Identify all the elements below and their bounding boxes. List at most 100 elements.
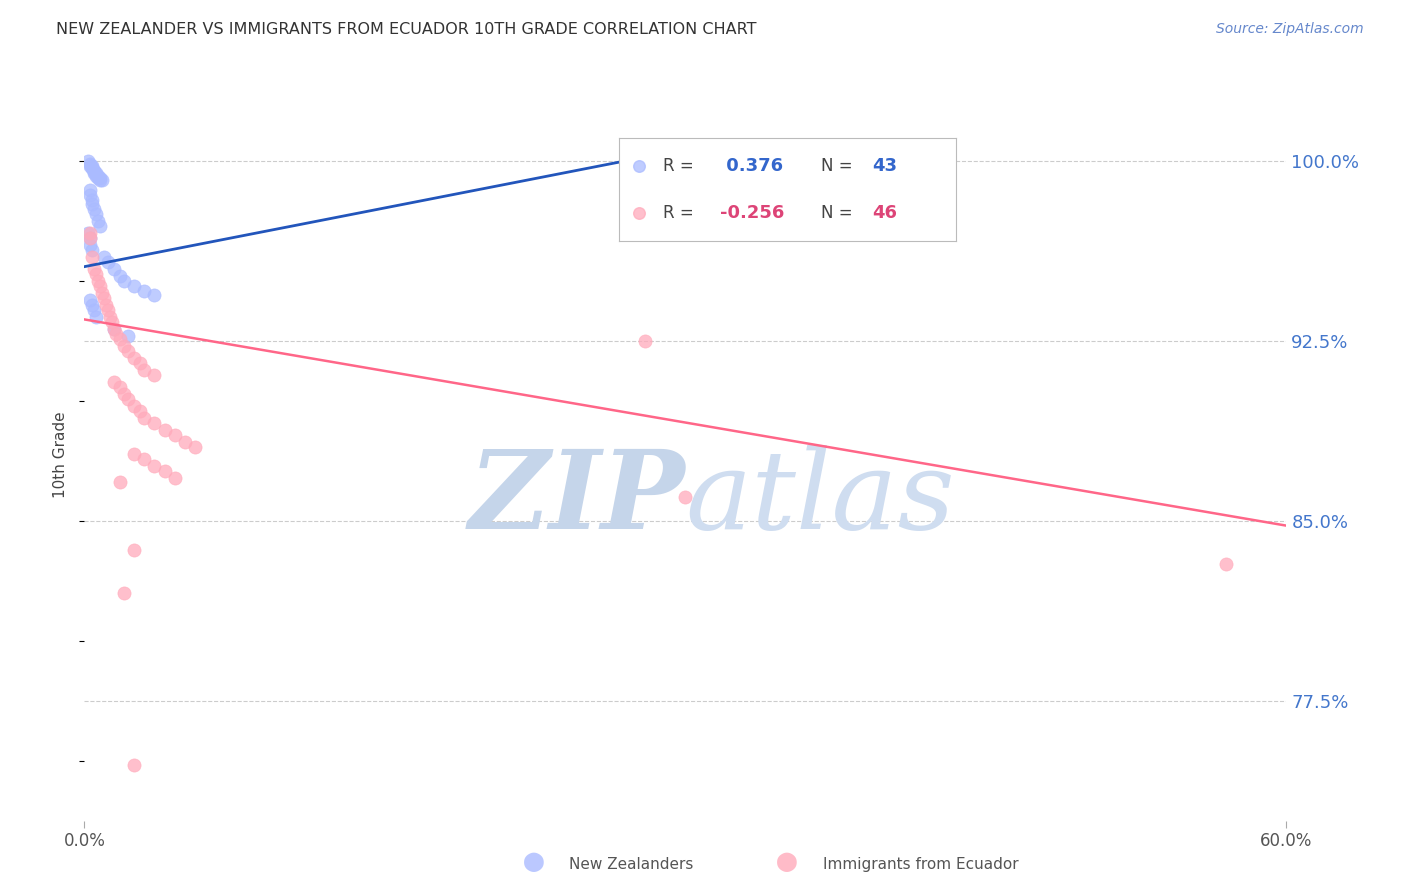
Point xyxy=(114,386,135,401)
Point xyxy=(82,243,104,257)
Text: R =: R = xyxy=(662,204,699,222)
Point xyxy=(163,471,186,485)
Y-axis label: 10th Grade: 10th Grade xyxy=(53,411,69,499)
Point xyxy=(83,163,105,178)
Point xyxy=(87,214,110,228)
Text: NEW ZEALANDER VS IMMIGRANTS FROM ECUADOR 10TH GRADE CORRELATION CHART: NEW ZEALANDER VS IMMIGRANTS FROM ECUADOR… xyxy=(56,22,756,37)
Point xyxy=(117,329,139,343)
Point xyxy=(143,368,166,382)
Point xyxy=(634,334,657,348)
Point xyxy=(82,197,104,211)
Point xyxy=(134,410,156,425)
Point xyxy=(83,163,105,178)
Point xyxy=(91,286,114,301)
Point xyxy=(100,310,122,324)
Point xyxy=(134,363,156,377)
Point xyxy=(134,451,156,466)
Point xyxy=(79,226,101,240)
Point xyxy=(114,339,135,353)
Point xyxy=(79,238,101,252)
Text: R =: R = xyxy=(662,157,699,175)
Point xyxy=(97,302,120,317)
Text: New Zealanders: New Zealanders xyxy=(569,857,693,872)
Point xyxy=(97,255,120,269)
Point xyxy=(93,250,115,264)
Point xyxy=(114,586,135,600)
Point xyxy=(82,159,104,173)
Text: 0.376: 0.376 xyxy=(720,157,783,175)
Point xyxy=(103,322,125,336)
Text: 46: 46 xyxy=(872,204,897,222)
Point xyxy=(124,447,146,461)
Point xyxy=(86,166,108,180)
Point xyxy=(87,169,110,183)
Point xyxy=(110,379,132,393)
Point xyxy=(634,154,657,169)
Point xyxy=(163,427,186,442)
Point xyxy=(103,262,125,277)
Point xyxy=(82,298,104,312)
Point xyxy=(627,159,650,173)
Point xyxy=(96,298,118,312)
Text: 43: 43 xyxy=(872,157,897,175)
Point xyxy=(153,463,176,477)
Point xyxy=(117,343,139,358)
Point xyxy=(91,173,114,187)
Point xyxy=(110,475,132,490)
Point xyxy=(89,170,111,185)
Point xyxy=(89,219,111,233)
Point xyxy=(86,169,108,183)
Point xyxy=(79,293,101,308)
Text: N =: N = xyxy=(821,204,858,222)
Point xyxy=(79,156,101,170)
Point xyxy=(143,458,166,473)
Point xyxy=(143,416,166,430)
Point xyxy=(82,161,104,176)
Point xyxy=(89,278,111,293)
Point xyxy=(129,403,152,417)
Point xyxy=(124,758,146,772)
Point xyxy=(675,490,697,504)
Text: Source: ZipAtlas.com: Source: ZipAtlas.com xyxy=(1216,22,1364,37)
Point xyxy=(124,399,146,413)
Point xyxy=(110,269,132,284)
Point xyxy=(86,267,108,281)
Point xyxy=(82,161,104,176)
Point xyxy=(79,183,101,197)
Point xyxy=(86,207,108,221)
Point xyxy=(173,434,195,449)
Point xyxy=(627,206,650,220)
Point xyxy=(86,310,108,324)
Text: -0.256: -0.256 xyxy=(720,204,785,222)
Point xyxy=(114,274,135,288)
Point xyxy=(83,202,105,216)
Point xyxy=(82,193,104,207)
Point xyxy=(89,173,111,187)
Point xyxy=(124,542,146,557)
Point xyxy=(77,154,100,169)
Point xyxy=(143,288,166,302)
Point xyxy=(129,355,152,369)
Point xyxy=(87,274,110,288)
Text: Immigrants from Ecuador: Immigrants from Ecuador xyxy=(823,857,1018,872)
Point xyxy=(183,440,205,454)
Point xyxy=(117,392,139,406)
Text: ⬤: ⬤ xyxy=(776,853,799,872)
Point xyxy=(82,250,104,264)
Point xyxy=(79,231,101,245)
Text: N =: N = xyxy=(821,157,858,175)
Point xyxy=(134,284,156,298)
Point xyxy=(103,322,125,336)
Point xyxy=(1215,557,1237,571)
Text: atlas: atlas xyxy=(686,445,955,552)
Point xyxy=(103,375,125,389)
Point xyxy=(83,302,105,317)
Text: ⬤: ⬤ xyxy=(523,853,546,872)
Point xyxy=(124,351,146,365)
Point xyxy=(87,170,110,185)
Point xyxy=(105,326,128,341)
Point xyxy=(83,166,105,180)
Point xyxy=(79,231,101,245)
Point xyxy=(79,159,101,173)
Point xyxy=(93,291,115,305)
